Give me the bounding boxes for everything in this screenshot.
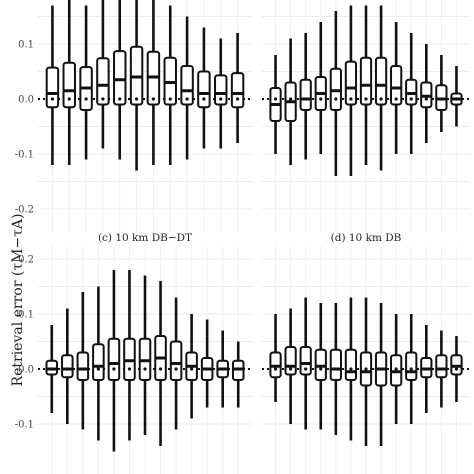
mean-point [168,97,172,101]
mean-point [349,97,353,101]
box [344,60,358,106]
box [435,354,448,379]
mean-point [190,367,194,371]
mean-point [394,97,398,101]
y-tick-label: -0.1 [15,420,34,431]
mean-point [236,367,240,371]
box [107,337,121,381]
mean-point [134,97,139,101]
mean-point [319,97,323,101]
mean-point [127,367,132,371]
box [214,74,228,106]
mean-point [364,97,368,101]
mean-point [202,97,206,101]
mean-point [118,97,122,101]
mean-point [158,367,163,371]
box [344,348,358,381]
mean-point [409,367,413,371]
box [197,70,211,109]
mean-point [185,97,189,101]
mean-point [289,367,293,371]
mean-point [439,367,443,371]
panel-title: (c) 10 km DB−DT [98,232,192,244]
y-axis-label: Retrieval error (τM−τA) [10,214,26,387]
mean-point [174,367,178,371]
mean-point [334,97,338,101]
y-tick-label: 0.2 [18,255,34,266]
mean-point [304,97,308,101]
mean-point [379,97,383,101]
box [374,56,388,106]
box [96,57,110,106]
box [169,340,183,381]
box [45,66,60,109]
box [61,354,74,379]
mean-point [454,367,459,371]
mean-point [151,97,156,101]
y-tick-label: 0.0 [18,95,34,106]
y-tick-label: 0.1 [18,40,34,51]
mean-point [439,97,443,101]
mean-point [364,367,368,371]
mean-point [235,97,240,101]
mean-point [101,97,105,101]
mean-point [205,367,209,371]
box [329,348,342,381]
mean-point [84,97,88,101]
mean-point [81,367,85,371]
box [76,351,90,381]
mean-point [221,367,225,371]
mean-point [67,97,71,101]
mean-point [65,367,69,371]
box [390,65,403,106]
mean-point [394,367,398,371]
box [299,78,312,111]
mean-point [50,367,54,371]
mean-point [112,367,116,371]
mean-point [273,367,278,371]
mean-point [304,367,308,371]
box [180,65,194,106]
mean-point [143,367,147,371]
box [359,56,373,106]
box [113,50,127,106]
box [405,351,418,381]
y-tick-label: -0.1 [15,150,34,161]
mean-point [219,97,223,101]
mean-point [96,367,100,371]
mean-point [424,97,428,101]
mean-point [319,367,323,371]
y-tick-label: -0.2 [15,205,34,216]
mean-point [379,367,383,371]
mean-point [50,97,55,101]
y-tick-label: 0.0 [18,365,34,376]
mean-point [424,367,428,371]
mean-point [349,367,353,371]
box [230,72,245,109]
panel-title: (d) 10 km DB [331,232,402,244]
mean-point [454,97,459,101]
box [62,61,76,109]
box [92,343,105,381]
box [299,346,312,376]
mean-point [334,367,338,371]
mean-point [409,97,413,101]
mean-point [273,97,278,101]
y-tick-label: 0.1 [18,310,34,321]
mean-point [289,97,293,101]
